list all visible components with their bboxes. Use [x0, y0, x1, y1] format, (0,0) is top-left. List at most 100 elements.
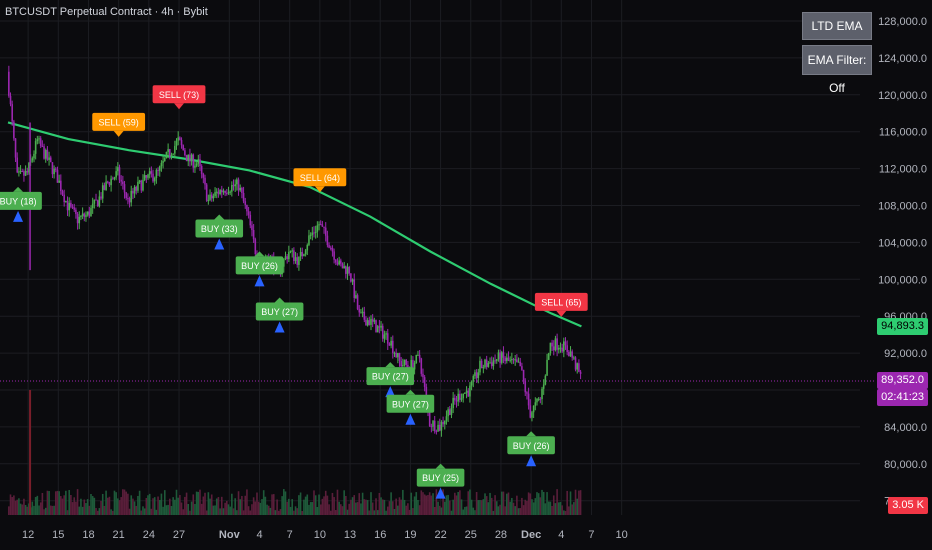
candle-body — [31, 158, 34, 161]
volume-bar — [18, 498, 20, 515]
volume-tag: 3.05 K — [888, 497, 928, 514]
volume-bar — [376, 510, 379, 515]
candle-body — [331, 247, 334, 252]
volume-bar — [187, 503, 190, 515]
y-tick-label: 124,000.0 — [878, 53, 927, 65]
volume-bar — [578, 490, 580, 515]
volume-bar — [26, 506, 29, 515]
volume-bar — [96, 510, 99, 515]
candle-body — [376, 326, 379, 333]
volume-bar — [495, 501, 498, 515]
volume-bar — [174, 499, 176, 515]
candle-body — [467, 390, 470, 397]
candle-body — [304, 250, 307, 255]
candle-body — [39, 138, 42, 146]
volume-bar — [105, 490, 107, 515]
candle-body — [428, 410, 431, 427]
candle-body — [133, 186, 136, 194]
volume-bar — [130, 495, 133, 515]
volume-bar — [66, 510, 69, 515]
candle-body — [407, 364, 409, 368]
candle-body — [184, 150, 186, 156]
volume-bar — [53, 505, 55, 515]
candle-body — [524, 380, 527, 393]
candle-body — [78, 216, 81, 224]
x-tick-label: Dec — [521, 529, 541, 541]
candle-body — [185, 155, 188, 162]
candle-body — [190, 154, 193, 162]
candle-body — [44, 149, 47, 159]
volume-bar — [118, 500, 121, 515]
volume-bar — [512, 502, 515, 515]
volume-bar — [576, 498, 579, 515]
candle-body — [447, 409, 449, 417]
ema-filter-status[interactable]: EMA Filter: Off — [802, 45, 872, 95]
candle-body — [423, 377, 426, 387]
candle-body — [293, 250, 295, 262]
volume-bar — [14, 500, 17, 515]
volume-bar — [415, 492, 418, 515]
volume-bar — [479, 500, 481, 515]
volume-bar — [224, 502, 226, 515]
candle-body — [38, 138, 40, 140]
candle-body — [68, 202, 70, 211]
volume-bar — [98, 508, 101, 515]
volume-bar — [179, 495, 181, 515]
volume-bar — [524, 499, 527, 515]
volume-bar — [68, 490, 70, 515]
candle-body — [103, 185, 106, 190]
volume-bar — [420, 490, 423, 515]
candle-body — [475, 372, 478, 379]
volume-bar — [266, 504, 268, 515]
volume-bar — [340, 504, 342, 515]
y-tick-label: 100,000.0 — [878, 274, 927, 286]
candle-body — [204, 177, 206, 185]
candle-body — [163, 158, 166, 162]
volume-bar — [517, 508, 520, 515]
volume-bar — [440, 507, 443, 515]
candle-body — [14, 138, 17, 158]
volume-bar — [529, 493, 532, 515]
volume-bar — [324, 490, 327, 515]
candle-body — [212, 196, 215, 199]
volume-bar — [101, 493, 104, 515]
candle-body — [63, 194, 65, 203]
candle-body — [296, 257, 299, 265]
candle-body — [465, 390, 468, 393]
candle-body — [417, 354, 419, 356]
candle-body — [207, 199, 210, 201]
volume-bar — [140, 510, 143, 515]
volume-bar — [417, 499, 419, 515]
volume-bar — [231, 493, 233, 515]
volume-bar — [110, 509, 112, 515]
volume-bar — [16, 499, 19, 515]
volume-bar — [177, 497, 179, 515]
candle-body — [128, 198, 131, 203]
volume-bar — [314, 495, 317, 515]
volume-bar — [551, 505, 553, 515]
candle-body — [360, 312, 362, 314]
candle-body — [123, 184, 126, 193]
volume-bar — [408, 509, 411, 515]
candle-body — [398, 352, 401, 362]
candle-body — [420, 358, 423, 374]
volume-bar — [371, 502, 374, 515]
volume-bar — [155, 509, 158, 515]
volume-bar — [338, 501, 340, 515]
volume-bar — [323, 496, 325, 515]
candle-body — [170, 154, 173, 157]
ema-filter-title[interactable]: LTD EMA Filter — [802, 12, 872, 59]
volume-bar — [143, 508, 146, 515]
volume-bar — [554, 503, 557, 515]
candle-body — [155, 169, 158, 178]
candle-body — [459, 393, 461, 400]
volume-bar — [499, 504, 501, 515]
candle-body — [197, 159, 200, 164]
volume-bar — [566, 490, 568, 515]
candle-body — [400, 361, 402, 367]
volume-bar — [138, 490, 141, 515]
volume-bar — [296, 508, 299, 515]
candle-body — [413, 362, 416, 370]
candle-body — [16, 157, 19, 173]
